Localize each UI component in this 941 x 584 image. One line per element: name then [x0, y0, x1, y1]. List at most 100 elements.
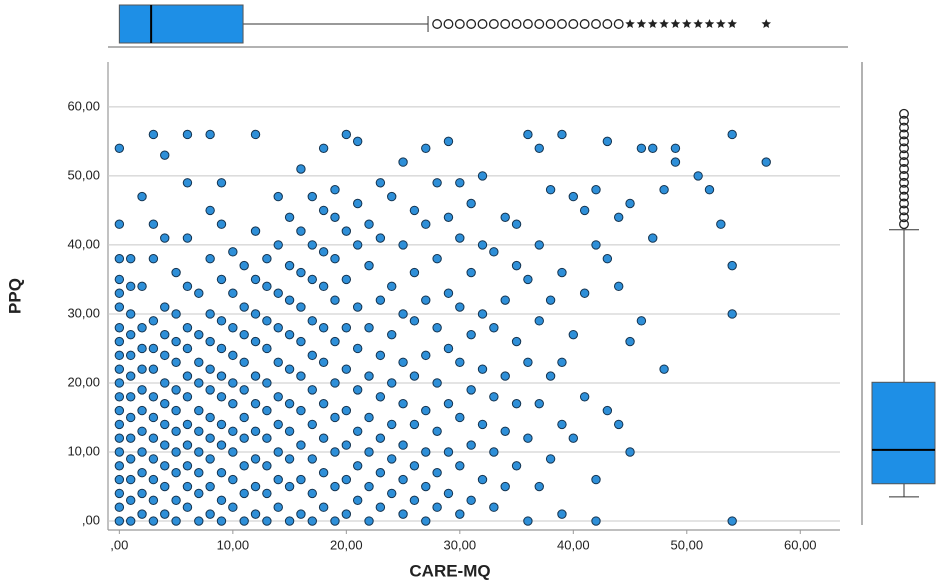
point	[511, 219, 522, 229]
point	[511, 336, 522, 347]
point	[375, 392, 386, 402]
point	[125, 329, 136, 340]
x-tick-label: 60,00	[784, 537, 817, 552]
point	[489, 323, 499, 333]
point	[148, 343, 159, 354]
point	[216, 440, 227, 450]
extreme	[670, 19, 681, 29]
point	[205, 385, 215, 395]
point	[216, 219, 227, 229]
point	[205, 481, 215, 492]
point	[307, 316, 317, 326]
point	[557, 509, 567, 519]
outlier	[511, 19, 522, 29]
point	[284, 295, 295, 305]
point	[296, 302, 306, 312]
point	[250, 454, 261, 464]
point	[341, 129, 352, 140]
outlier	[613, 19, 624, 29]
point	[216, 419, 227, 430]
point	[250, 274, 261, 285]
point	[534, 240, 544, 250]
outlier	[568, 19, 579, 29]
point	[636, 316, 647, 326]
point	[205, 454, 215, 464]
point	[273, 288, 283, 298]
outlier	[899, 191, 909, 202]
point	[114, 447, 125, 457]
point	[137, 364, 147, 374]
point	[250, 398, 261, 409]
y-tick-label: 50,00	[67, 167, 100, 182]
point	[296, 474, 306, 485]
point	[659, 184, 669, 195]
point	[171, 447, 181, 457]
point	[239, 385, 249, 395]
point	[432, 178, 442, 188]
extreme	[682, 19, 692, 29]
point	[307, 274, 317, 285]
point	[727, 129, 737, 140]
point	[250, 129, 261, 140]
point	[160, 302, 170, 312]
point	[432, 426, 442, 436]
point	[341, 474, 352, 485]
y-tick-label: 60,00	[67, 98, 100, 113]
point	[137, 447, 147, 457]
point	[114, 254, 125, 264]
point	[114, 433, 125, 443]
point	[409, 205, 420, 216]
point	[239, 516, 249, 526]
point	[194, 468, 204, 478]
outlier	[899, 129, 909, 140]
outlier	[534, 19, 545, 29]
x-tick-label: 50,00	[671, 537, 704, 552]
point	[557, 129, 567, 140]
outlier	[899, 177, 909, 188]
point	[443, 488, 454, 499]
point	[409, 267, 420, 278]
point	[364, 412, 374, 423]
point	[352, 240, 363, 250]
point	[262, 254, 272, 264]
point	[523, 357, 533, 367]
point	[330, 184, 340, 195]
point	[148, 412, 159, 423]
point	[262, 316, 272, 326]
point	[114, 219, 125, 229]
point	[534, 143, 544, 153]
point	[341, 226, 352, 236]
point	[398, 240, 408, 250]
point	[284, 481, 295, 492]
point	[352, 136, 363, 147]
point	[216, 316, 227, 326]
outlier	[899, 212, 909, 223]
point	[125, 454, 136, 464]
point	[375, 350, 386, 361]
outlier	[466, 19, 477, 29]
point	[330, 516, 340, 526]
point	[194, 447, 204, 457]
point	[216, 516, 227, 526]
point	[216, 468, 227, 478]
point	[114, 378, 125, 388]
point	[296, 509, 306, 519]
point	[205, 364, 215, 374]
point	[216, 392, 227, 402]
point	[114, 350, 125, 361]
point	[114, 336, 125, 347]
point	[148, 129, 159, 140]
point	[557, 357, 567, 367]
point	[228, 398, 238, 409]
point	[284, 212, 295, 223]
outlier	[899, 115, 909, 126]
point	[352, 495, 363, 506]
point	[296, 440, 306, 450]
point	[114, 474, 125, 485]
point	[239, 461, 249, 471]
point	[114, 516, 125, 526]
point	[182, 323, 193, 333]
point	[716, 219, 726, 229]
point	[137, 343, 147, 354]
point	[659, 364, 669, 374]
